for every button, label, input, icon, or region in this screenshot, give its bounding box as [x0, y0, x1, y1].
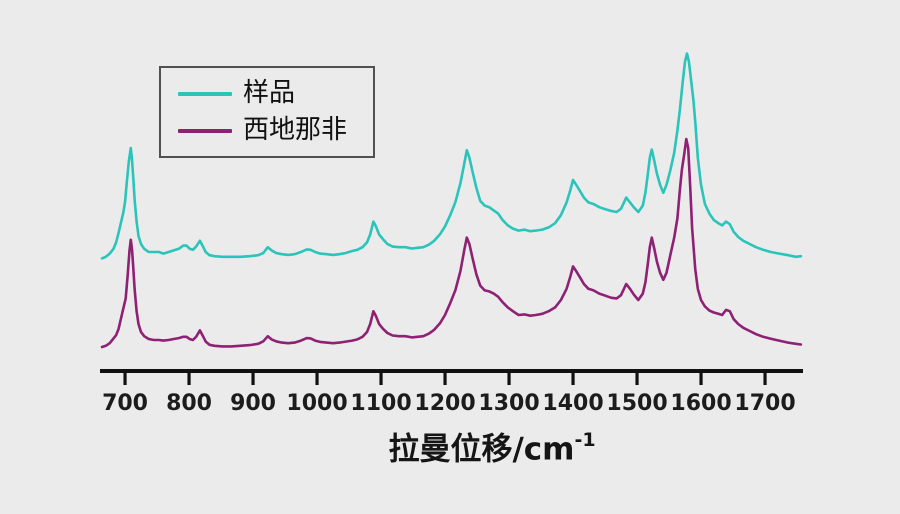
- x-tick-label: 1200: [414, 391, 475, 416]
- x-tick-label: 1000: [286, 391, 347, 416]
- legend: 样品 西地那非: [159, 66, 375, 158]
- x-tick-label: 1400: [542, 391, 603, 416]
- sildenafil-line-swatch: [178, 128, 232, 133]
- sample-spectrum-line: [100, 52, 803, 260]
- x-tick-label: 1100: [350, 391, 411, 416]
- x-tick-label: 1700: [734, 391, 795, 416]
- spectra-curves: [100, 52, 803, 349]
- sildenafil-spectrum-line: [100, 137, 803, 349]
- x-tick-label: 700: [102, 391, 148, 416]
- x-axis-title: 拉曼位移/cm-1: [388, 430, 595, 468]
- legend-label-sildenafil: 西地那非: [243, 115, 348, 146]
- x-axis-ticks: [123, 373, 767, 385]
- x-tick-label: 900: [230, 391, 276, 416]
- x-tick-label: 1500: [606, 391, 667, 416]
- x-axis-title-exponent: -1: [574, 429, 596, 451]
- x-tick-label: 1300: [478, 391, 539, 416]
- legend-item-sildenafil: 西地那非: [178, 114, 373, 148]
- x-tick-label: 1600: [670, 391, 731, 416]
- legend-item-sample: 样品: [178, 77, 373, 111]
- x-axis-title-text: 拉曼位移/cm: [388, 431, 575, 468]
- sample-line-swatch: [178, 91, 232, 96]
- x-axis-tick-labels: 700 800 900 1000 1100 1200 1300 1400 1500 1600 170…: [102, 391, 796, 416]
- x-tick-label: 800: [166, 391, 212, 416]
- legend-label-sample: 样品: [243, 78, 296, 109]
